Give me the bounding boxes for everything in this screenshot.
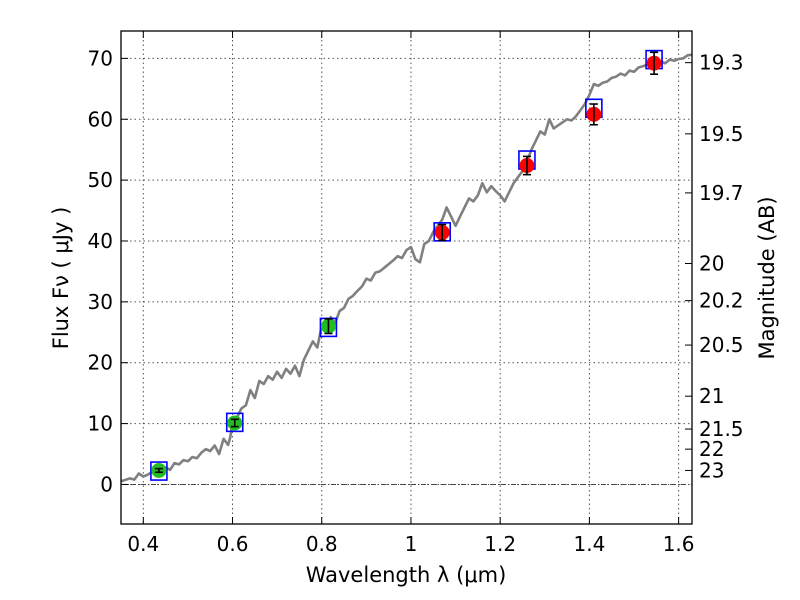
right-tick-label: 20	[699, 252, 724, 276]
right-tick-label: 22	[699, 437, 724, 461]
grid-lines	[121, 31, 692, 524]
photometry-points	[150, 49, 663, 481]
y-tick-label: 70	[88, 46, 113, 70]
x-tick-label: 0.4	[127, 532, 159, 556]
right-tick-label: 21	[699, 384, 724, 408]
axis-tick-labels: 0.4 0.6 0.8 1 1.2 1.4 1.6 0 10 20 30 40 50 60 70 19.3 19…	[88, 46, 744, 556]
right-tick-label: 19.5	[699, 122, 744, 146]
y-tick-label: 20	[88, 351, 113, 375]
right-tick-label: 20.5	[699, 333, 744, 357]
y-tick-label: 30	[88, 290, 113, 314]
x-tick-label: 1	[405, 532, 418, 556]
right-tick-label: 21.5	[699, 417, 744, 441]
x-tick-label: 0.8	[306, 532, 338, 556]
x-tick-label: 1.4	[573, 532, 605, 556]
axis-ticks	[121, 31, 692, 524]
x-tick-label: 1.6	[663, 532, 695, 556]
x-tick-label: 0.6	[217, 532, 249, 556]
model-spectrum-line	[121, 53, 692, 483]
right-axis-title: Magnitude (AB)	[755, 196, 779, 359]
right-tick-label: 19.7	[699, 181, 744, 205]
x-tick-label: 1.2	[484, 532, 516, 556]
y-tick-label: 60	[88, 107, 113, 131]
plot-frame	[120, 30, 693, 525]
y-tick-label: 0	[100, 472, 113, 496]
x-axis-title: Wavelength λ (μm)	[306, 563, 507, 587]
y-tick-label: 50	[88, 168, 113, 192]
right-tick-label: 19.3	[699, 51, 744, 75]
right-tick-label: 20.2	[699, 289, 744, 313]
model-photometry-square	[225, 412, 244, 433]
y-axis-title: Flux Fν ( μJy )	[49, 207, 73, 350]
y-tick-label: 10	[88, 412, 113, 436]
right-tick-label: 23	[699, 458, 724, 482]
y-tick-label: 40	[88, 229, 113, 253]
model-photometry-square	[150, 461, 168, 481]
plot-area	[121, 49, 692, 483]
